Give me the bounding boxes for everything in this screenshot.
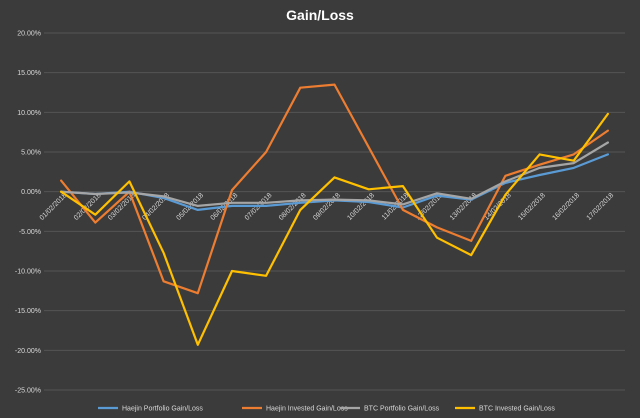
series-line-4 [59, 112, 610, 346]
grid-layer [44, 32, 625, 391]
y-tick-label: -5.00% [19, 229, 41, 236]
legend-label: Haejin Portfolio Gain/Loss [122, 406, 203, 413]
y-tick-label: -20.00% [15, 348, 41, 355]
y-tick-label: -10.00% [15, 269, 41, 276]
legend-label: Haejin Invested Gain/Loss [266, 406, 348, 413]
y-tick-label: -15.00% [15, 308, 41, 315]
legend-label: BTC Invested Gain/Loss [479, 406, 555, 413]
x-tick-label: 01/02/2018 [39, 192, 69, 222]
x-tick-label: 16/02/2018 [551, 192, 581, 222]
x-tick-label: 09/02/2018 [312, 192, 342, 222]
x-tick-label: 15/02/2018 [517, 192, 547, 222]
chart-title: Gain/Loss [286, 7, 354, 23]
series-layer [59, 83, 610, 346]
x-tick-label: 17/02/2018 [586, 192, 616, 222]
legend: Haejin Portfolio Gain/Loss Haejin Investe… [98, 406, 555, 413]
y-tick-label: -25.00% [15, 388, 41, 395]
y-tick-label: 10.00% [17, 110, 41, 117]
x-tick-label: 10/02/2018 [346, 192, 376, 222]
y-tick-label: 0.00% [21, 189, 41, 196]
y-axis: 20.00% 15.00% 10.00% 5.00% 0.00% -5.00% -10.00… [15, 31, 41, 395]
y-tick-label: 5.00% [21, 150, 41, 157]
x-tick-label: 02/02/2018 [73, 192, 103, 222]
y-tick-label: 15.00% [17, 70, 41, 77]
y-tick-label: 20.00% [17, 31, 41, 38]
series-line-2 [59, 83, 610, 295]
series-line-3 [59, 141, 610, 207]
legend-label: BTC Portfolio Gain/Loss [364, 406, 440, 413]
